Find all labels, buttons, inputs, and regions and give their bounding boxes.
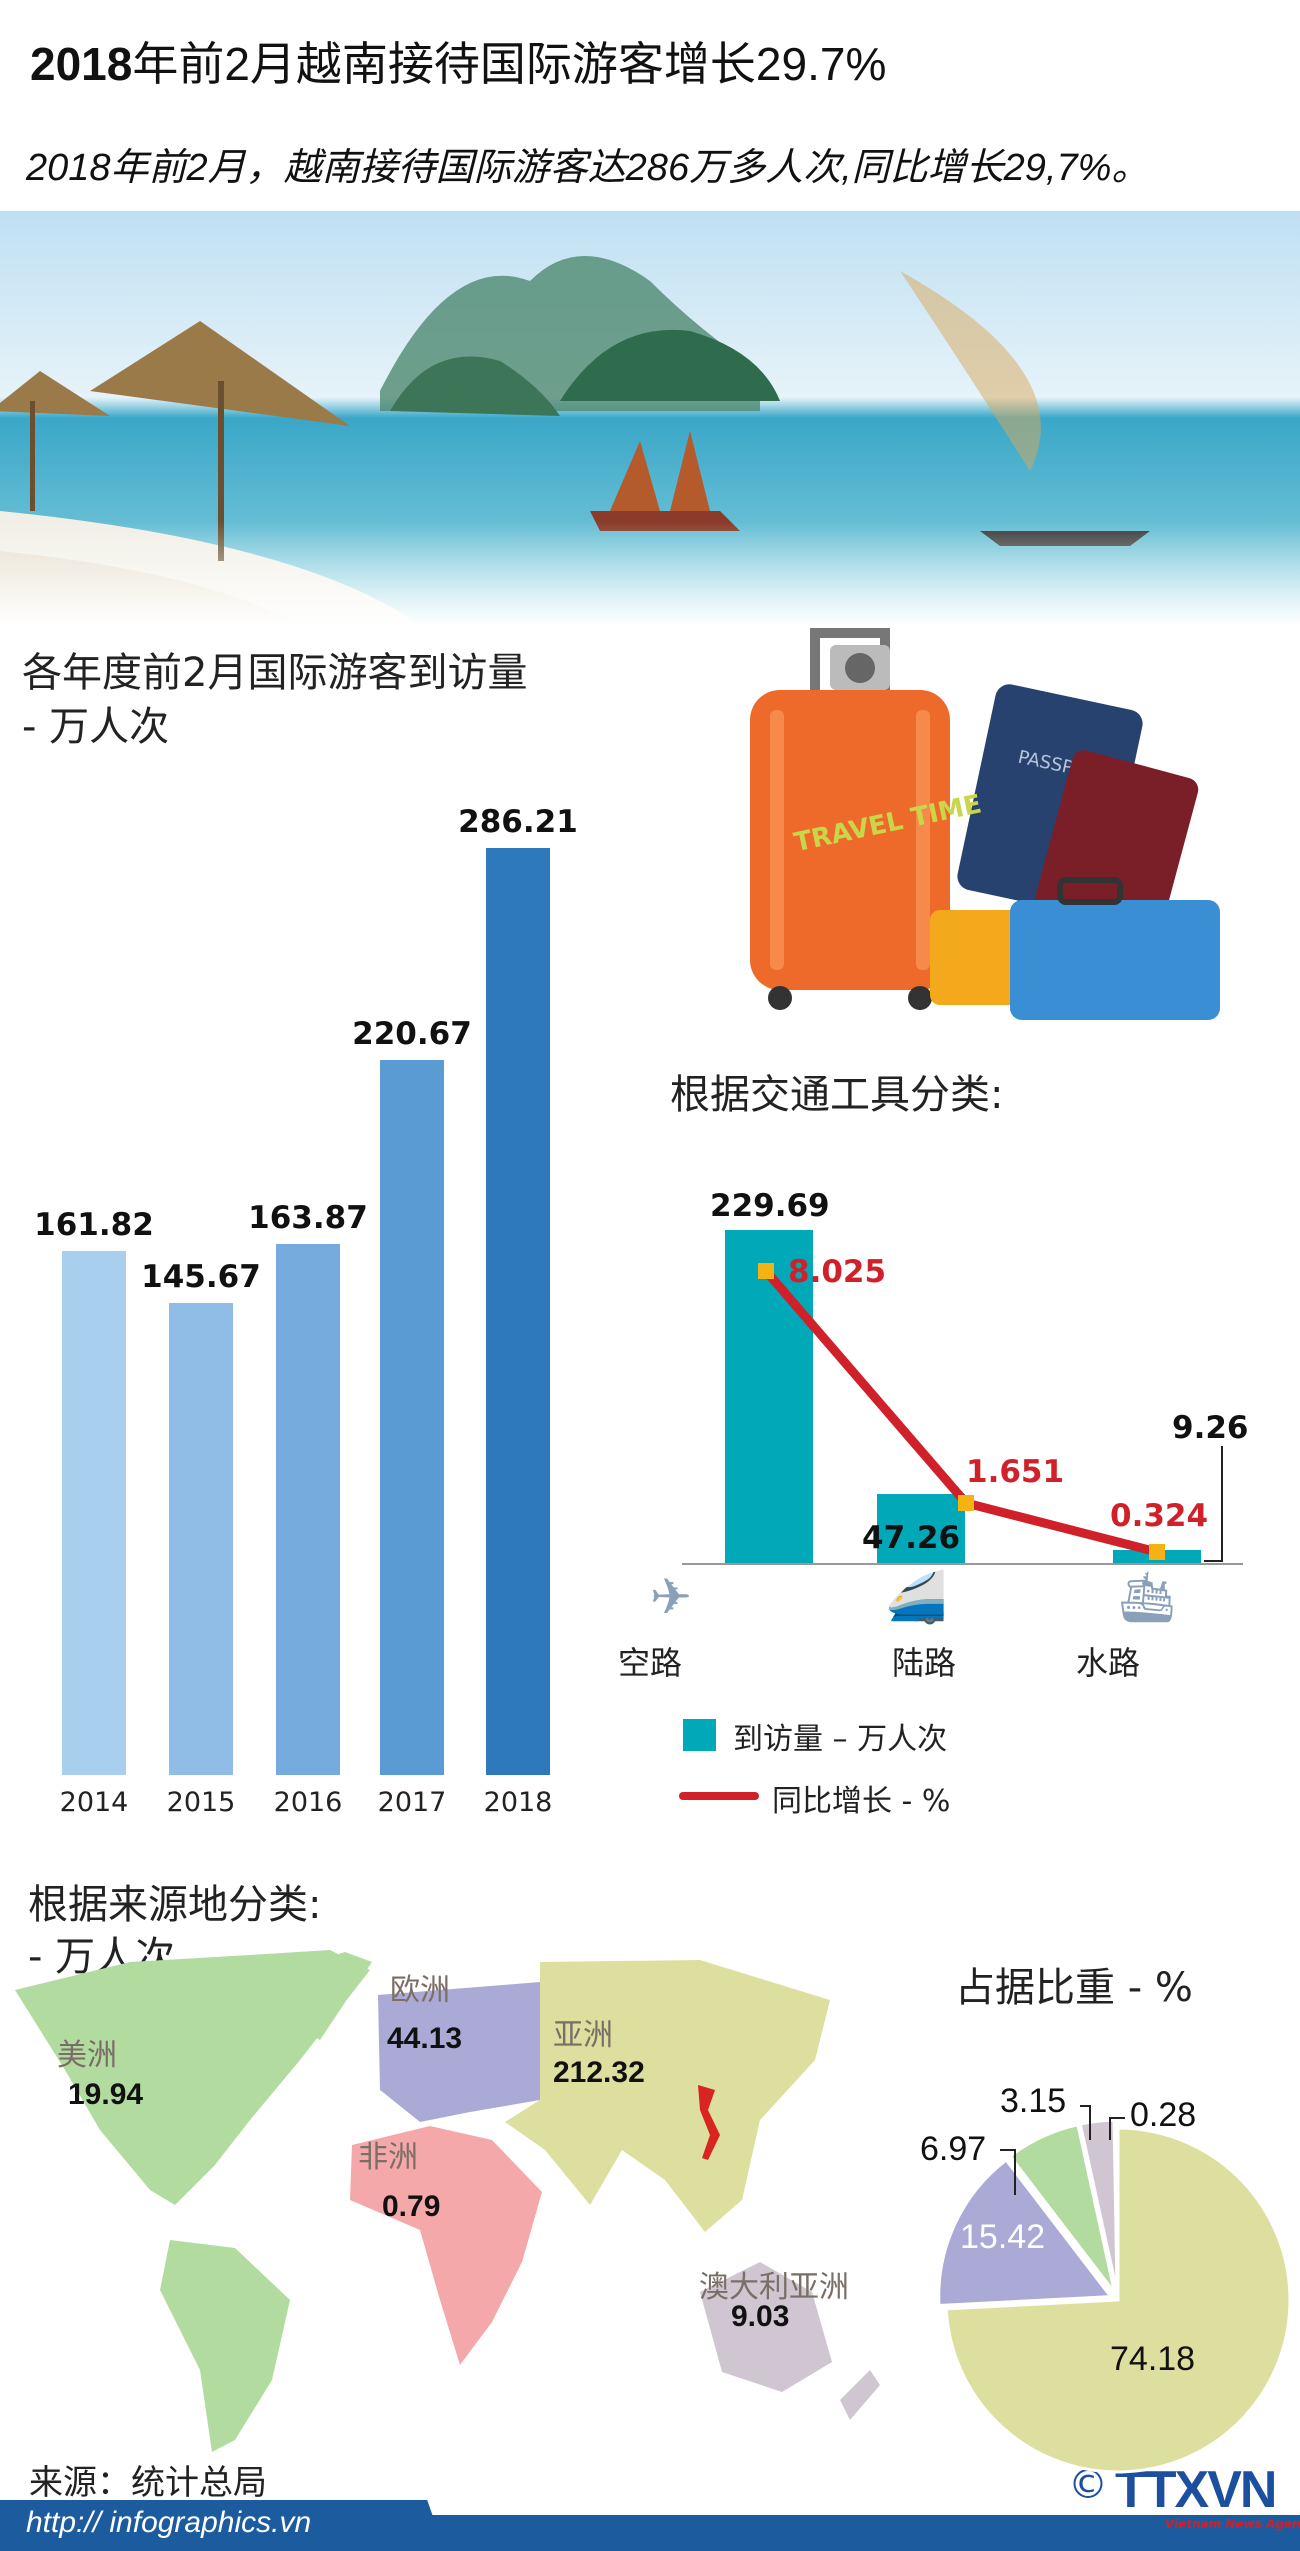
pie-label: 74.18 xyxy=(1110,2340,1196,2378)
pie-label: 0.28 xyxy=(1130,2096,1197,2134)
transport-category-label: 水路 xyxy=(1076,1644,1141,1682)
region-value: 9.03 xyxy=(731,2300,790,2333)
footer-url-box xyxy=(0,2500,445,2551)
region-value: 44.13 xyxy=(387,2022,463,2055)
region-value: 0.79 xyxy=(382,2190,441,2223)
pie-leader-line xyxy=(1109,2117,1125,2140)
transport-bar-value: 9.26 xyxy=(1172,1410,1249,1446)
transport-bar-value: 47.26 xyxy=(862,1520,961,1556)
growth-point xyxy=(758,1263,774,1279)
growth-value: 1.651 xyxy=(966,1454,1065,1490)
transport-bar-value: 229.69 xyxy=(710,1188,830,1224)
train-icon: 🚄 xyxy=(885,1568,948,1626)
pie-leader-line xyxy=(1080,2105,1091,2140)
bar-2015 xyxy=(169,1303,233,1775)
region-name: 澳大利亚洲 xyxy=(699,2270,849,2305)
transport-bar-0 xyxy=(725,1230,813,1563)
region-americas xyxy=(15,1950,372,2452)
pie-slice xyxy=(944,2126,1292,2474)
pie-slice xyxy=(1113,2118,1120,2293)
legend-line-swatch xyxy=(679,1792,759,1800)
growth-point xyxy=(1149,1544,1165,1560)
pie-chart-title: 占据比重 - % xyxy=(955,1965,1193,2011)
transport-category-label: 陆路 xyxy=(892,1644,957,1682)
x-tick-label: 2017 xyxy=(377,1787,447,1818)
yearly-chart-title: 各年度前2月国际游客到访量 xyxy=(22,650,528,696)
legend-bar-swatch xyxy=(683,1719,716,1751)
legend-line-label: 同比增长 - % xyxy=(772,1784,951,1819)
vietnam-highlight xyxy=(698,2085,720,2160)
ttxvn-logo-sub: Vietnam News Agency xyxy=(1165,2517,1300,2531)
x-tick-label: 2015 xyxy=(166,1787,236,1818)
growth-line-layer xyxy=(758,1263,1223,1562)
footer-url-link[interactable]: http:// infographics.vn xyxy=(26,2506,312,2539)
pie-label: 6.97 xyxy=(920,2130,987,2168)
region-value: 19.94 xyxy=(68,2078,144,2111)
bar-value-label: 220.67 xyxy=(352,1016,472,1053)
page-subtitle: 2018年前2月，越南接待国际游客达286万多人次,同比增长29,7%。 xyxy=(26,147,1150,189)
growth-value: 8.025 xyxy=(788,1254,887,1290)
luggage-illustration: PASSPORT TRAVEL TIME xyxy=(750,628,1220,1020)
x-tick-label: 2016 xyxy=(273,1787,343,1818)
transport-bar-1 xyxy=(877,1494,965,1563)
region-asia xyxy=(505,1960,830,2232)
yearly-chart-unit: - 万人次 xyxy=(22,704,170,750)
legend-bar-label: 到访量 – 万人次 xyxy=(733,1722,948,1757)
source-note: 来源：统计总局 xyxy=(29,2463,267,2503)
transport-category-label: 空路 xyxy=(618,1644,683,1682)
region-africa xyxy=(350,2126,542,2365)
bar-2017 xyxy=(380,1060,444,1775)
pie-slice xyxy=(1007,2122,1117,2294)
page-title: 2018年前2月越南接待国际游客增长29.7% xyxy=(30,38,887,90)
growth-point xyxy=(958,1495,974,1511)
bar-value-label: 145.67 xyxy=(141,1259,261,1296)
region-name: 欧洲 xyxy=(390,1973,450,2008)
bar-2018 xyxy=(486,847,550,1775)
x-tick-label: 2018 xyxy=(483,1787,553,1818)
bar-value-label: 286.21 xyxy=(458,803,578,840)
pie-label: 15.42 xyxy=(960,2218,1046,2256)
region-name: 亚洲 xyxy=(553,2018,613,2053)
pie-slice xyxy=(937,2157,1114,2308)
bar-value-label: 163.87 xyxy=(248,1200,368,1237)
x-tick-label: 2014 xyxy=(59,1787,129,1818)
pie-leader-line xyxy=(1000,2149,1016,2195)
leader-line xyxy=(1204,1446,1223,1562)
baseline-axis xyxy=(682,1563,1243,1565)
region-name: 美洲 xyxy=(57,2038,117,2073)
origin-chart-title: 根据来源地分类: xyxy=(28,1882,322,1928)
world-map xyxy=(15,1950,880,2452)
region-europe xyxy=(378,1982,540,2122)
pie-label: 3.15 xyxy=(1000,2082,1067,2120)
cruise-ship-icon: 🛳 xyxy=(1115,1568,1179,1626)
airplane-icon: ✈ xyxy=(650,1568,692,1626)
region-name: 非洲 xyxy=(358,2140,418,2175)
region-oceania xyxy=(700,2262,880,2420)
transport-chart-title: 根据交通工具分类: xyxy=(670,1072,1004,1118)
bar-2014 xyxy=(62,1250,126,1775)
hero-photo xyxy=(0,211,1300,625)
growth-value: 0.324 xyxy=(1110,1498,1209,1534)
bar-value-label: 161.82 xyxy=(34,1206,154,1243)
region-value: 212.32 xyxy=(553,2056,645,2089)
bar-2016 xyxy=(276,1244,340,1775)
